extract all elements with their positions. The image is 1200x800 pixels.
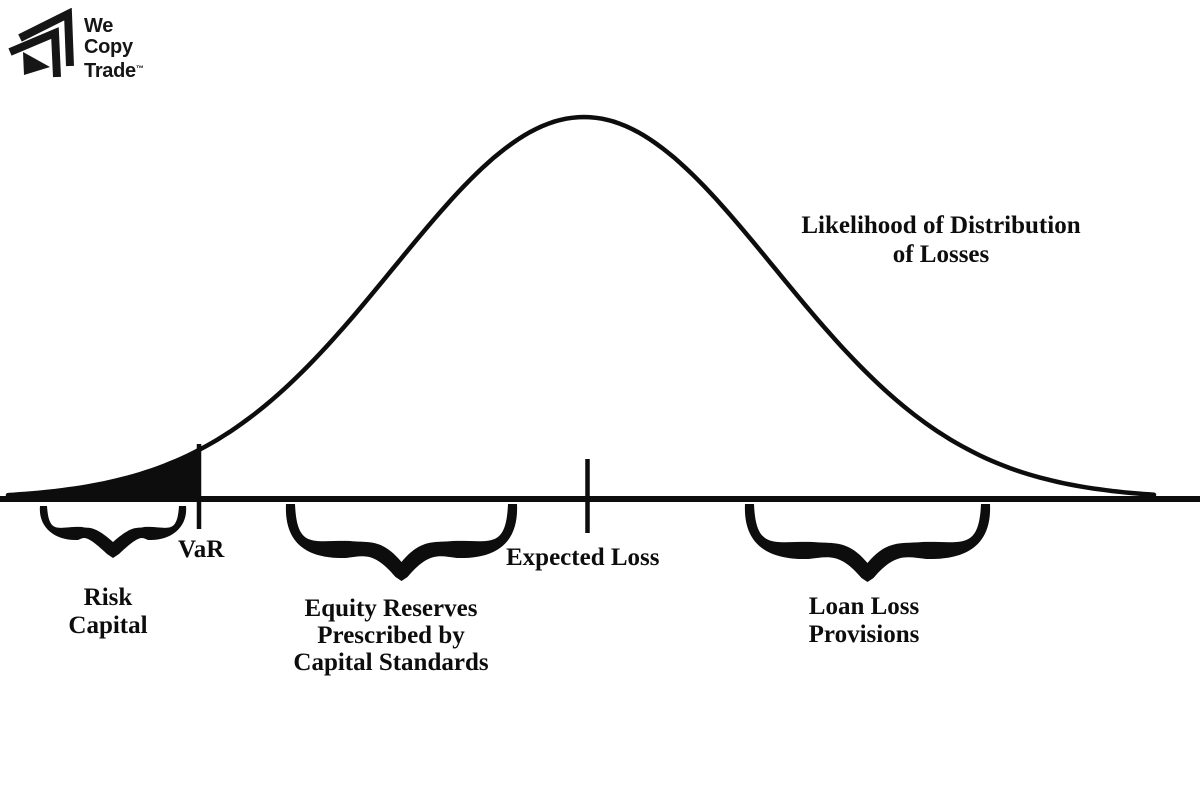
logo-word-trade: Trade™	[84, 60, 144, 82]
logo-trademark-symbol: ™	[135, 64, 144, 73]
logo-wordmark: We Copy Trade™	[84, 16, 144, 82]
logo-word-copy: Copy	[84, 36, 133, 58]
triple-arrow-logo-icon	[8, 8, 74, 78]
logo-word-we: We	[84, 15, 114, 37]
curve-label-line1: Likelihood of Distribution	[801, 212, 1081, 239]
curve-label-line2: of Losses	[892, 241, 990, 268]
logo-inner-chevron	[8, 27, 61, 78]
curve-label: Likelihood of Distribution of Losses	[771, 211, 1111, 269]
loan-loss-line1: Loan Loss	[808, 593, 920, 620]
bell-curve-line	[5, 114, 1157, 498]
var-tail-shaded-region	[8, 450, 199, 499]
var-label: VaR	[178, 536, 225, 563]
loan-loss-brace	[744, 504, 991, 582]
we-copy-trade-logo: We Copy Trade™	[8, 8, 144, 88]
risk-capital-line1: Risk	[83, 584, 133, 611]
equity-reserves-line2: Prescribed by	[317, 622, 465, 649]
logo-outer-chevron	[18, 8, 74, 67]
loan-loss-provisions-label: Loan Loss Provisions	[762, 593, 966, 649]
loan-loss-line2: Provisions	[808, 621, 920, 648]
expected-loss-label: Expected Loss	[506, 544, 660, 571]
equity-reserves-brace	[285, 504, 518, 581]
logo-solid-triangle	[23, 52, 50, 75]
risk-capital-line2: Capital	[68, 612, 148, 639]
equity-reserves-line3: Capital Standards	[293, 649, 489, 676]
equity-reserves-line1: Equity Reserves	[304, 595, 478, 622]
risk-capital-brace	[39, 506, 187, 558]
equity-reserves-label: Equity Reserves Prescribed by Capital St…	[261, 595, 521, 676]
risk-capital-label: Risk Capital	[28, 584, 188, 640]
